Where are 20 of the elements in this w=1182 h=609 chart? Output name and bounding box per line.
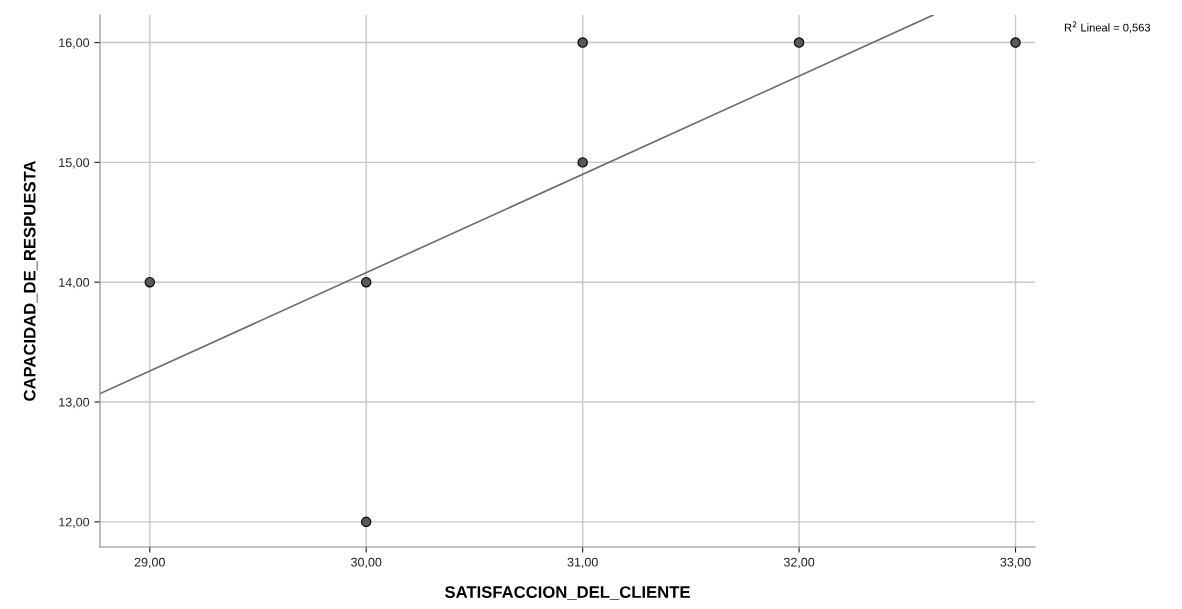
x-tick-label: 29,00 xyxy=(134,557,165,569)
point xyxy=(144,276,155,288)
y-axis-title: CAPACIDAD_DE_RESPUESTA xyxy=(23,160,38,401)
point xyxy=(793,37,805,48)
point xyxy=(361,276,372,288)
point xyxy=(577,37,588,48)
x-tick-label: 30,00 xyxy=(351,557,382,569)
point xyxy=(1010,37,1021,48)
y-tick-label: 12,00 xyxy=(59,517,90,528)
y-tick-label: 13,00 xyxy=(59,397,90,409)
y-tick-label: 14,00 xyxy=(59,278,90,289)
text: R$^{2}$ Lineal = 0,563 xyxy=(1064,21,1151,33)
y-tick-label: 15,00 xyxy=(59,158,90,169)
x-tick-label: 31,00 xyxy=(567,557,598,569)
y-tick-label: 16,00 xyxy=(59,38,90,49)
x-tick-label: 32,00 xyxy=(783,557,815,569)
x-axis-title: SATISFACCION_DEL_CLIENTE xyxy=(444,586,690,600)
point xyxy=(361,516,372,528)
x-tick-label: 33,00 xyxy=(1000,557,1031,569)
point xyxy=(577,157,588,168)
